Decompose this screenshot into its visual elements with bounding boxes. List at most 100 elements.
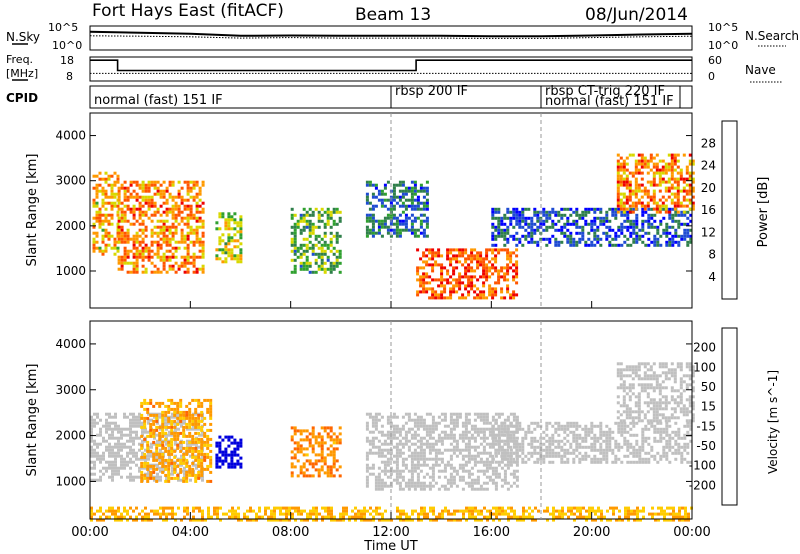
data-cell: [479, 257, 483, 261]
data-cell: [473, 448, 477, 452]
data-cell: [132, 264, 136, 268]
data-cell: [159, 225, 163, 229]
data-cell: [173, 425, 177, 429]
data-cell: [467, 445, 471, 449]
data-cell: [494, 248, 498, 252]
data-cell: [524, 234, 528, 238]
data-cell: [332, 432, 336, 436]
data-cell: [482, 460, 486, 464]
data-cell: [434, 278, 438, 282]
data-cell: [159, 258, 163, 262]
data-cell: [673, 192, 677, 196]
data-cell: [452, 421, 456, 425]
data-cell: [95, 219, 99, 223]
data-cell: [152, 419, 156, 423]
data-cell: [464, 460, 468, 464]
data-cell: [413, 454, 417, 458]
data-cell: [135, 261, 139, 265]
data-cell: [156, 243, 160, 247]
data-cell: [668, 243, 672, 247]
data-cell: [646, 201, 650, 205]
data-cell: [293, 228, 297, 232]
data-cell: [290, 216, 294, 220]
data-cell: [470, 427, 474, 431]
data-cell: [326, 222, 330, 226]
data-cell: [449, 296, 453, 300]
data-cell: [132, 255, 136, 259]
data-cell: [186, 270, 190, 274]
data-cell: [416, 201, 420, 205]
data-cell: [233, 257, 237, 261]
data-cell: [149, 413, 153, 417]
data-cell: [637, 365, 641, 369]
data-cell: [317, 252, 321, 256]
data-cell: [180, 231, 184, 235]
data-cell: [189, 225, 193, 229]
data-cell: [664, 374, 668, 378]
data-cell: [168, 240, 172, 244]
data-cell: [395, 183, 399, 187]
data-cell: [515, 478, 519, 482]
data-cell: [643, 389, 647, 393]
data-cell: [656, 228, 660, 232]
data-cell: [625, 198, 629, 202]
data-cell: [135, 454, 138, 458]
data-cell: [425, 427, 429, 431]
data-cell: [668, 460, 672, 464]
data-cell: [626, 439, 630, 443]
data-cell: [661, 386, 665, 390]
cpid-segment-label: normal (fast) 151 IF: [94, 93, 223, 108]
data-cell: [129, 436, 132, 440]
data-cell: [126, 234, 130, 238]
data-cell: [494, 290, 498, 294]
data-cell: [584, 424, 588, 428]
data-cell: [92, 186, 96, 190]
data-cell: [144, 270, 148, 274]
data-cell: [689, 237, 693, 241]
data-cell: [560, 207, 564, 211]
data-cell: [320, 246, 324, 250]
data-cell: [236, 224, 240, 228]
data-cell: [239, 242, 243, 246]
data-cell: [671, 219, 675, 223]
data-cell: [506, 266, 510, 270]
data-cell: [329, 444, 333, 448]
data-cell: [311, 270, 315, 274]
data-cell: [482, 266, 486, 270]
data-cell: [491, 287, 495, 291]
data-cell: [449, 290, 453, 294]
data-cell: [473, 290, 477, 294]
data-cell: [590, 457, 594, 461]
data-cell: [649, 383, 653, 387]
data-cell: [640, 201, 644, 205]
data-cell: [368, 216, 372, 220]
data-cell: [491, 213, 495, 217]
data-cell: [664, 204, 668, 208]
data-cell: [512, 412, 516, 416]
data-cell: [488, 266, 492, 270]
data-cell: [479, 251, 483, 255]
data-cell: [165, 234, 169, 238]
data-cell: [646, 192, 650, 196]
data-cell: [189, 195, 193, 199]
data-cell: [293, 252, 297, 256]
data-cell: [437, 457, 441, 461]
data-cell: [635, 240, 639, 244]
data-cell: [512, 451, 516, 455]
nave-label: Nave: [745, 63, 776, 77]
data-cell: [464, 418, 468, 422]
data-cell: [180, 463, 183, 467]
data-cell: [599, 460, 603, 464]
data-cell: [123, 204, 127, 208]
data-cell: [416, 278, 420, 282]
data-cell: [332, 459, 336, 463]
data-cell: [635, 222, 639, 226]
data-cell: [386, 460, 390, 464]
data-cell: [461, 475, 465, 479]
data-cell: [182, 455, 186, 459]
freq-panel-frame: [89, 56, 693, 82]
data-cell: [658, 189, 662, 193]
noise-series-line: [89, 35, 693, 39]
data-cell: [141, 451, 144, 455]
data-cell: [299, 231, 303, 235]
